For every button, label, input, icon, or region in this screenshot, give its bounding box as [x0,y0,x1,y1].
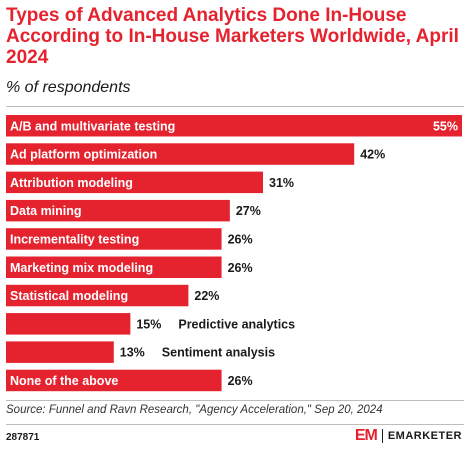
value-label-1: 42% [360,148,385,162]
chart-subtitle: % of respondents [6,79,131,96]
category-label-4: Incrementality testing [10,232,139,246]
footer-divider [6,424,464,425]
category-label-2: Attribution modeling [10,176,133,190]
value-label-8: 13% [120,346,145,360]
category-label-8: Sentiment analysis [162,346,275,360]
bar-4 [6,228,222,250]
chart-title: Types of Advanced Analytics Done In-Hous… [6,5,459,68]
category-label-3: Data mining [10,204,82,218]
bar-2 [6,171,264,194]
category-label-0: A/B and multivariate testing [10,119,175,133]
brand-mark: EM [354,427,378,444]
category-label-6: Statistical modeling [10,289,128,303]
category-label-1: Ad platform optimization [10,148,157,162]
value-label-4: 26% [228,232,253,246]
category-label-7: Predictive analytics [178,317,295,331]
bar-8 [6,341,114,363]
bar-7 [6,313,131,335]
bar-chart: 55% A/B and multivariate testing 42% Ad pla… [6,115,462,392]
chart-id: 287871 [6,432,40,443]
category-label-9: None of the above [10,374,118,388]
category-label-5: Marketing mix modeling [10,261,153,275]
brand-divider [381,429,383,443]
bar-1 [6,143,355,165]
bar-9 [6,369,222,392]
brand-name: EMARKETER [387,430,462,442]
value-label-0: 55% [433,119,458,133]
bottom-divider [6,400,464,401]
value-label-6: 22% [194,289,219,303]
value-label-5: 26% [228,261,253,275]
value-label-2: 31% [269,176,294,190]
source-note: Source: Funnel and Ravn Research, "Agenc… [6,404,383,416]
bar-5 [6,256,222,278]
top-divider [6,106,464,107]
bar-3 [6,199,230,222]
bar-0 [6,115,462,137]
bar-6 [6,284,189,307]
value-label-3: 27% [236,204,261,218]
value-label-7: 15% [136,317,161,331]
value-label-9: 26% [228,374,253,388]
brand-logo: EM EMARKETER [355,427,462,445]
